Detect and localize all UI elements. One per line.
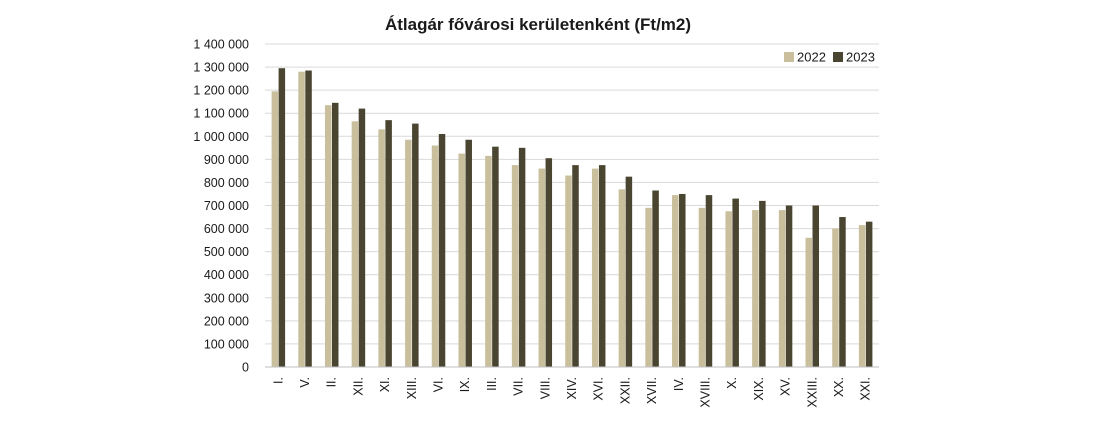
y-tick-label: 0 bbox=[242, 361, 249, 375]
bar-2023-XI bbox=[385, 120, 392, 367]
bar-2023-VIII bbox=[545, 158, 553, 367]
x-category-label: XIV. bbox=[565, 377, 579, 399]
bar-2022-XXI bbox=[858, 225, 866, 367]
bar-2023-I bbox=[278, 68, 286, 367]
bar-2022-I bbox=[271, 91, 279, 368]
bar-2022-XV bbox=[778, 210, 786, 367]
bar-2022-VI bbox=[431, 145, 439, 367]
bar-2023-IV bbox=[679, 193, 686, 367]
legend-label-2022: 2022 bbox=[797, 50, 826, 65]
x-category-label: XVIII. bbox=[698, 377, 712, 408]
bar-2023-XXIII bbox=[812, 205, 820, 367]
bar-2023-X bbox=[732, 198, 739, 367]
bar-2022-XVII bbox=[645, 207, 652, 367]
chart-title: Átlagár fővárosi kerületenként (Ft/m2) bbox=[385, 15, 691, 34]
bar-2023-XVII bbox=[652, 190, 659, 367]
bar-2022-XI bbox=[378, 129, 385, 367]
bar-2023-XIV bbox=[572, 165, 579, 368]
bar-2022-XIII bbox=[405, 139, 412, 367]
bar-2022-II bbox=[324, 105, 332, 367]
x-category-label: XXII. bbox=[618, 377, 632, 404]
x-axis-category-labels: I. V. II. XII. XI. XIII. VI. IX. III. VII. VIII. XI… bbox=[271, 377, 872, 408]
bar-2023-XX bbox=[839, 217, 846, 367]
bar-2023-VII bbox=[518, 147, 526, 367]
x-category-label: V. bbox=[298, 377, 312, 388]
bar-2023-VI bbox=[438, 133, 446, 367]
x-category-label: XIX. bbox=[752, 377, 766, 401]
bar-2023-XXII bbox=[625, 176, 633, 367]
bar-2023-XVI bbox=[598, 165, 606, 368]
bar-2022-VIII bbox=[538, 168, 546, 367]
bar-2023-IX bbox=[465, 139, 472, 367]
x-category-label: VIII. bbox=[538, 377, 552, 399]
bar-2023-XXI bbox=[865, 221, 873, 367]
y-tick-label: 900 000 bbox=[204, 153, 249, 167]
bar-2022-IV bbox=[672, 195, 679, 367]
bar-2022-XIX bbox=[752, 210, 759, 367]
bars bbox=[271, 68, 873, 368]
bar-2023-XIX bbox=[759, 200, 766, 367]
y-tick-label: 1 300 000 bbox=[193, 61, 249, 75]
bar-2022-V bbox=[298, 71, 305, 367]
bar-2022-XII bbox=[351, 121, 359, 367]
bar-2023-XVIII bbox=[705, 195, 713, 367]
bar-2023-XIII bbox=[412, 123, 419, 367]
bar-2022-XXII bbox=[618, 189, 626, 367]
x-category-label: XX. bbox=[832, 377, 846, 397]
legend: 2022 2023 bbox=[784, 50, 875, 65]
y-tick-label: 300 000 bbox=[204, 291, 249, 305]
gridlines bbox=[265, 43, 879, 345]
x-category-label: II. bbox=[325, 377, 339, 387]
x-category-label: VI. bbox=[432, 377, 446, 392]
y-tick-label: 1 000 000 bbox=[193, 130, 249, 144]
y-tick-label: 100 000 bbox=[204, 337, 249, 351]
x-category-label: XV. bbox=[779, 377, 793, 396]
x-category-label: X. bbox=[725, 377, 739, 389]
y-tick-label: 800 000 bbox=[204, 176, 249, 190]
bar-2022-IX bbox=[458, 153, 465, 367]
x-category-label: XIII. bbox=[405, 377, 419, 399]
bar-2023-III bbox=[492, 146, 499, 367]
x-category-label: XVII. bbox=[645, 377, 659, 404]
x-category-label: XXI. bbox=[859, 377, 873, 401]
bar-2022-XVIII bbox=[698, 207, 706, 367]
bar-2022-VII bbox=[511, 165, 519, 368]
legend-swatch-2022 bbox=[784, 52, 794, 62]
bar-2022-XIV bbox=[565, 175, 572, 367]
bar-2022-XXIII bbox=[805, 237, 813, 367]
legend-label-2023: 2023 bbox=[846, 50, 875, 65]
x-category-label: XII. bbox=[351, 377, 365, 396]
x-category-label: III. bbox=[485, 377, 499, 391]
bar-2023-V bbox=[305, 70, 312, 367]
y-tick-label: 200 000 bbox=[204, 314, 249, 328]
x-category-label: I. bbox=[271, 377, 285, 384]
y-tick-label: 1 200 000 bbox=[193, 84, 249, 98]
y-tick-label: 600 000 bbox=[204, 222, 249, 236]
y-tick-label: 1 400 000 bbox=[193, 38, 249, 52]
legend-swatch-2023 bbox=[833, 52, 843, 62]
y-tick-label: 700 000 bbox=[204, 199, 249, 213]
bar-2023-II bbox=[331, 102, 339, 367]
y-tick-label: 400 000 bbox=[204, 268, 249, 282]
bar-2023-XV bbox=[785, 205, 793, 367]
y-axis-tick-labels: 0 100 000 200 000 300 000 400 000 500 000 600 … bbox=[193, 38, 249, 375]
x-category-label: XXIII. bbox=[805, 377, 819, 408]
x-category-label: IX. bbox=[458, 377, 472, 392]
x-category-label: IV. bbox=[672, 377, 686, 391]
bar-2022-X bbox=[725, 211, 732, 367]
y-tick-label: 500 000 bbox=[204, 245, 249, 259]
x-category-label: XVI. bbox=[592, 377, 606, 401]
bar-2023-XII bbox=[358, 108, 366, 367]
bar-2022-XVI bbox=[591, 168, 599, 367]
x-category-label: VII. bbox=[512, 377, 526, 396]
bar-2022-III bbox=[485, 155, 492, 367]
x-category-label: XI. bbox=[378, 377, 392, 392]
bar-2022-XX bbox=[832, 228, 839, 367]
y-tick-label: 1 100 000 bbox=[193, 107, 249, 121]
